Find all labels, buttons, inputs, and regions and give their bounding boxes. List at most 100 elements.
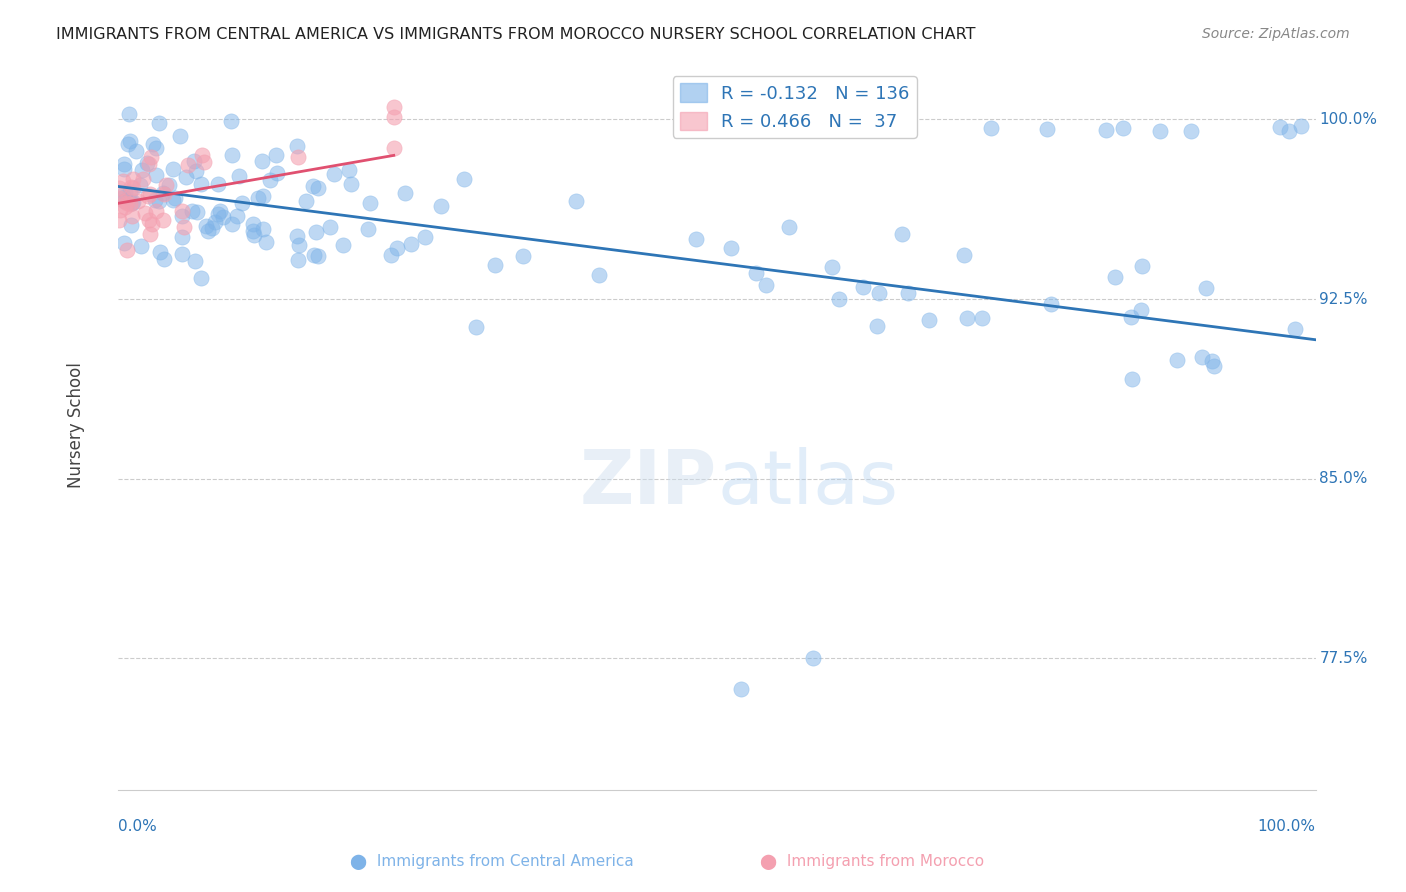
Point <box>195 219 218 233</box>
Point <box>122 194 145 209</box>
Point <box>209 203 232 218</box>
Point <box>484 258 506 272</box>
Point <box>852 279 875 293</box>
Legend: R = -0.132   N = 136, R = 0.466   N =  37: R = -0.132 N = 136, R = 0.466 N = 37 <box>672 76 917 138</box>
Point <box>285 139 308 153</box>
Point <box>120 179 142 194</box>
Point <box>122 171 145 186</box>
Point <box>685 232 707 246</box>
Point <box>183 153 205 168</box>
Point <box>143 193 166 207</box>
Point <box>394 186 416 200</box>
Point <box>148 116 170 130</box>
Point <box>172 210 194 224</box>
Point <box>162 194 184 208</box>
Point <box>778 219 800 234</box>
Text: IMMIGRANTS FROM CENTRAL AMERICA VS IMMIGRANTS FROM MOROCCO NURSERY SCHOOL CORREL: IMMIGRANTS FROM CENTRAL AMERICA VS IMMIG… <box>56 27 976 42</box>
Point <box>108 190 131 204</box>
Point <box>359 196 381 211</box>
Point <box>801 651 824 665</box>
Point <box>174 170 197 185</box>
Point <box>1112 120 1135 135</box>
Point <box>186 205 208 219</box>
Point <box>131 162 153 177</box>
Point <box>464 320 486 334</box>
Point <box>387 241 409 255</box>
Point <box>1119 310 1142 325</box>
Point <box>1129 302 1152 317</box>
Point <box>145 203 167 218</box>
Point <box>138 156 160 170</box>
Point <box>112 190 135 204</box>
Point <box>221 114 243 128</box>
Point <box>972 310 994 325</box>
Point <box>127 194 149 209</box>
Point <box>980 121 1002 136</box>
Point <box>120 185 142 199</box>
Point <box>118 106 141 120</box>
Point <box>228 169 250 183</box>
Point <box>152 252 174 266</box>
Point <box>141 218 163 232</box>
Point <box>252 189 274 203</box>
Point <box>155 178 177 192</box>
Point <box>139 186 162 201</box>
Point <box>337 163 360 178</box>
Point <box>1180 124 1202 138</box>
Point <box>1040 296 1063 310</box>
Point <box>1130 259 1153 273</box>
Point <box>744 266 766 280</box>
Point <box>382 110 405 124</box>
Point <box>1036 121 1059 136</box>
Point <box>170 229 193 244</box>
Point <box>132 172 155 186</box>
Text: ⬤  Immigrants from Central America: ⬤ Immigrants from Central America <box>350 854 634 870</box>
Point <box>401 237 423 252</box>
Point <box>304 225 326 239</box>
Point <box>163 191 186 205</box>
Point <box>340 177 363 191</box>
Point <box>1289 119 1312 133</box>
Point <box>128 178 150 193</box>
Point <box>287 253 309 268</box>
Point <box>323 167 346 181</box>
Point <box>107 180 129 194</box>
Point <box>108 213 131 227</box>
Point <box>755 278 778 293</box>
Point <box>190 271 212 285</box>
Point <box>181 203 204 218</box>
Point <box>247 191 270 205</box>
Point <box>148 194 170 209</box>
Point <box>242 224 264 238</box>
Point <box>115 195 138 210</box>
Point <box>197 224 219 238</box>
Point <box>134 206 156 220</box>
Point <box>170 204 193 219</box>
Point <box>207 207 229 221</box>
Point <box>125 145 148 159</box>
Point <box>108 202 131 217</box>
Point <box>135 156 157 170</box>
Text: 85.0%: 85.0% <box>1319 471 1368 486</box>
Point <box>112 236 135 251</box>
Point <box>304 248 326 262</box>
Point <box>141 150 163 164</box>
Point <box>821 260 844 274</box>
Point <box>956 311 979 326</box>
Point <box>308 249 330 263</box>
Point <box>295 194 318 208</box>
Point <box>177 158 200 172</box>
Point <box>212 210 235 224</box>
Point <box>302 179 325 194</box>
Point <box>357 222 380 236</box>
Point <box>254 235 277 249</box>
Point <box>117 243 139 257</box>
Point <box>204 215 226 229</box>
Point <box>136 189 159 203</box>
Point <box>152 186 174 200</box>
Point <box>138 212 160 227</box>
Point <box>121 195 143 210</box>
Point <box>266 166 288 180</box>
Point <box>114 186 136 200</box>
Point <box>252 154 274 169</box>
